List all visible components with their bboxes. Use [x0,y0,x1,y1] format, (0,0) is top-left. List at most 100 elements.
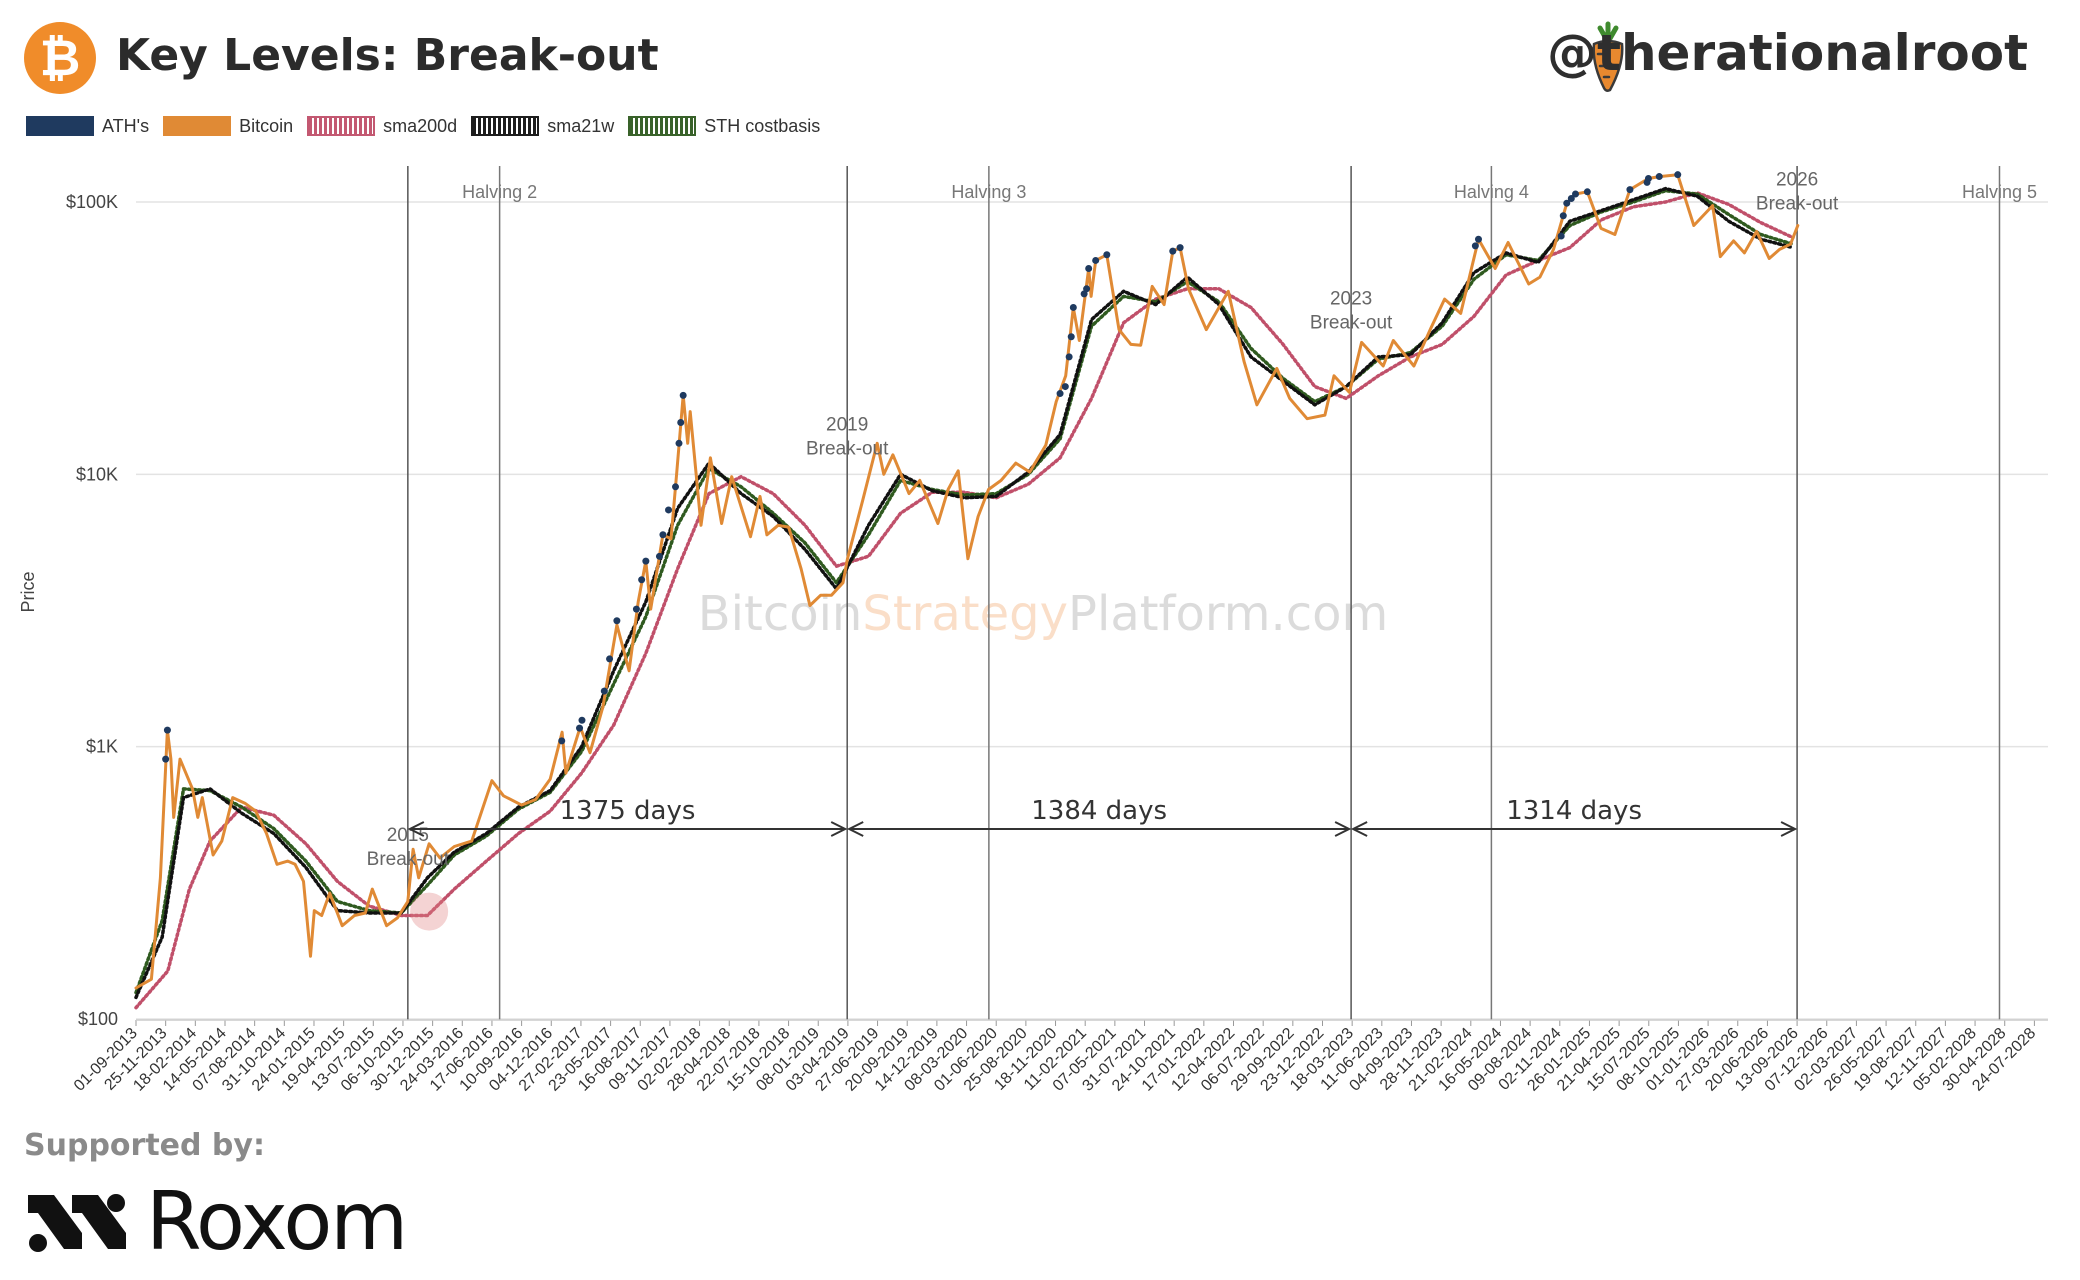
ath-point [1674,171,1682,179]
arrow-head-left [846,821,864,837]
ath-point [1103,251,1111,259]
watermark-part: Bitcoin [698,586,863,642]
ath-point [578,716,586,724]
ath-point [613,617,621,625]
watermark-part: Platform.com [1068,586,1388,642]
watermark-part: Strategy [862,586,1068,642]
breakout-annotation: 2026 [1776,169,1818,190]
breakout-highlight [410,892,449,931]
header: ₿ Key Levels: Break-out @therationalroot [0,0,2080,120]
interval-label: 1375 days [560,796,696,826]
breakout-annotation: 2015 [387,825,429,846]
arrow-head-left [1350,821,1368,837]
ath-point [1083,285,1091,293]
interval-label: 1384 days [1031,796,1167,826]
halving-label: Halving 5 [1962,182,2037,202]
breakout-annotation: Break-out [1310,313,1393,334]
series-line-bitcoin [134,173,1800,990]
legend-label: ATH's [102,115,150,136]
ath-point [659,531,667,539]
ath-point [642,557,650,565]
ath-point [632,605,640,613]
legend-swatch [26,116,94,136]
legend-label: sma200d [383,115,458,136]
ath-point [1065,353,1073,361]
legend-item[interactable]: Bitcoin [163,116,293,137]
ath-point [679,391,687,399]
ath-point [1655,173,1663,181]
chart-plot: $100 $1K $10K $100K BitcoinStrategyPlatform.… [18,166,2048,1095]
breakout-annotation: Break-out [806,438,889,459]
ath-point [665,506,673,514]
ath-point [1626,186,1634,194]
arrow-head-left [407,821,425,837]
ath-point [1559,212,1567,220]
halving-label: Halving 2 [462,182,537,202]
ath-point [558,737,566,745]
legend-swatch [628,116,697,136]
arrow-head-right [1334,821,1352,837]
author-handle: @therationalroot [1547,24,2028,82]
y-tick-label: $10K [76,464,118,484]
legend-item[interactable]: STH costbasis [628,116,820,137]
ath-point [655,552,663,560]
legend-label: STH costbasis [704,115,821,136]
legend-item[interactable]: sma200d [307,116,457,137]
ath-point [1067,333,1075,341]
ath-point [576,724,584,732]
legend-item[interactable]: ATH's [26,116,149,137]
breakout-annotation: Break-out [367,849,450,870]
ath-point [1092,256,1100,264]
bitcoin-logo-icon: ₿ [24,22,96,94]
sponsor-logo: Roxom [24,1175,408,1268]
interval-label: 1314 days [1506,796,1642,826]
ath-point [638,576,646,584]
roxom-logo-icon [28,1193,126,1252]
breakout-annotation: 2019 [826,414,868,435]
breakout-annotation: Break-out [1756,193,1839,214]
ath-point [1471,242,1479,250]
ath-point [1644,174,1652,182]
ath-point [1563,199,1571,207]
y-tick-label: $1K [86,737,118,757]
ath-point [1069,303,1077,311]
watermark: BitcoinStrategyPlatform.com [698,586,1388,642]
ath-point [1061,383,1069,391]
ath-point [606,655,614,663]
y-axis-label: Price [18,571,38,612]
ath-point [1474,235,1482,243]
ath-point [1583,188,1591,196]
legend-swatch [163,116,232,136]
ath-point [1557,232,1565,240]
y-tick-label: $100K [66,192,118,212]
ath-point [162,755,170,763]
ath-point [1571,190,1579,198]
ath-point [1567,195,1575,203]
halving-label: Halving 3 [951,182,1026,202]
carrot-icon [1592,21,1624,92]
ath-point [672,483,680,491]
ath-point [1169,247,1177,255]
legend-swatch [471,116,540,136]
ath-point [1056,390,1064,398]
legend-item[interactable]: sma21w [471,116,614,137]
ath-point [600,687,608,695]
supported-by-label: Supported by: [24,1128,265,1163]
sponsor-name: Roxom [146,1175,408,1268]
chart-title: Key Levels: Break-out [116,30,659,81]
ath-point [1176,244,1184,252]
ath-point [1085,264,1093,272]
arrow-head-right [830,821,848,837]
legend-swatch [307,116,376,136]
legend-label: Bitcoin [239,115,294,136]
chart-legend: ATH's Bitcoin sma200d sma21w STH costbasis [26,113,834,139]
halving-label: Halving 4 [1454,182,1529,202]
arrow-head-right [1780,821,1798,837]
ath-point [163,726,171,734]
ath-point [675,439,683,447]
y-tick-label: $100 [78,1009,118,1029]
footer: Supported by: Roxom [24,1128,408,1268]
breakout-annotation: 2023 [1330,289,1372,310]
legend-label: sma21w [547,115,615,136]
ath-point [677,418,685,426]
